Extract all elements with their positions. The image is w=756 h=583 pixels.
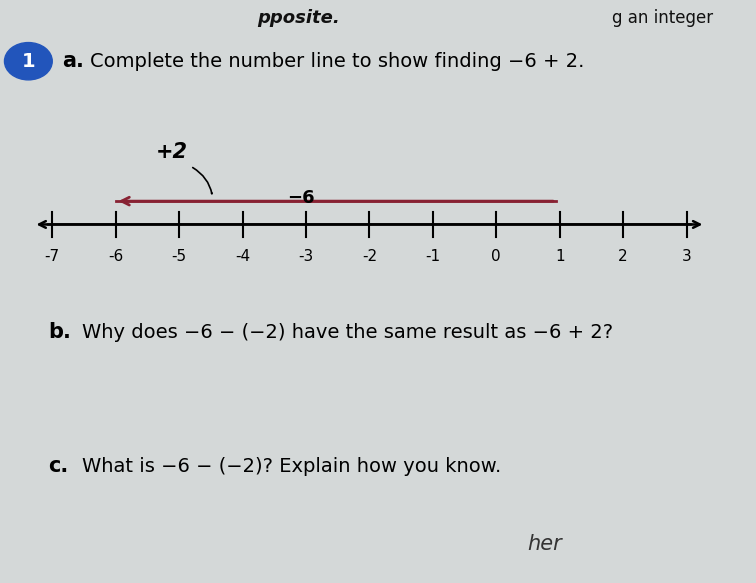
Text: pposite.: pposite. [257,9,340,27]
Circle shape [5,43,52,80]
Text: a.: a. [62,51,84,71]
Text: What is −6 − (−2)? Explain how you know.: What is −6 − (−2)? Explain how you know. [82,457,501,476]
Text: -5: -5 [172,249,187,264]
Text: Why does −6 − (−2) have the same result as −6 + 2?: Why does −6 − (−2) have the same result … [82,323,613,342]
Text: 1: 1 [555,249,565,264]
Text: 3: 3 [682,249,692,264]
Text: c.: c. [48,456,69,476]
Text: -7: -7 [45,249,60,264]
Text: -6: -6 [108,249,123,264]
FancyArrowPatch shape [193,167,212,194]
Text: -1: -1 [426,249,441,264]
Text: -2: -2 [362,249,377,264]
Text: -3: -3 [299,249,314,264]
Text: 0: 0 [491,249,501,264]
Text: her: her [528,534,562,554]
Text: Complete the number line to show finding −6 + 2.: Complete the number line to show finding… [89,52,584,71]
Text: +2: +2 [156,142,187,161]
Text: b.: b. [48,322,71,342]
Text: 2: 2 [618,249,628,264]
Text: -4: -4 [235,249,250,264]
Text: −6: −6 [287,189,315,207]
Text: 1: 1 [22,52,36,71]
Text: g an integer: g an integer [612,9,713,27]
